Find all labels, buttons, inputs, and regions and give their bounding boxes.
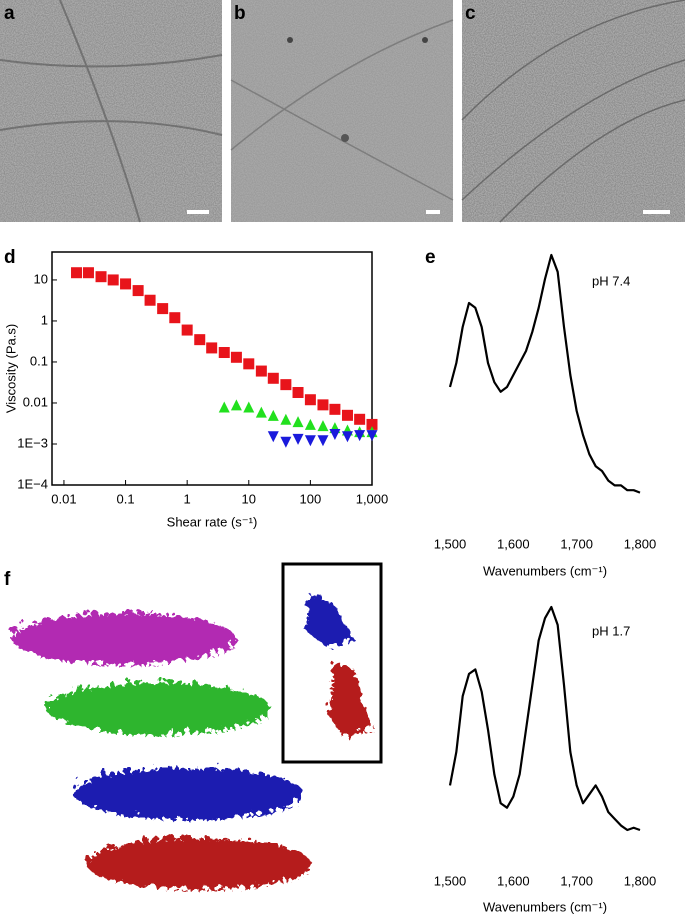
y-tick-label: 0.01 [23,394,48,409]
marker [267,372,279,384]
marker [304,418,316,430]
x-axis-label: Shear rate (s⁻¹) [167,514,258,529]
panel-label: b [234,3,246,24]
panel-label: e [425,247,436,268]
marker [218,347,230,359]
marker [194,334,206,346]
marker [230,399,242,411]
marker [206,342,218,354]
x-tick-label: 1,000 [356,491,389,506]
micrograph-b [230,0,454,222]
marker [169,312,181,324]
x-tick-label: 1,700 [560,873,593,888]
annotation: pH 1.7 [592,623,630,638]
marker [292,433,304,445]
marker [267,409,279,421]
x-tick-label: 1 [184,491,191,506]
marker [230,351,242,363]
marker [354,430,366,442]
x-tick-label: 1,600 [497,536,530,551]
y-tick-label: 1 [41,312,48,327]
marker [181,324,193,336]
marker [144,294,156,306]
panel-label: f [4,569,11,590]
spectrum-line [448,605,641,832]
marker [120,278,132,290]
micrograph-a [0,0,223,223]
x-tick-label: 0.1 [117,491,135,506]
marker [304,435,316,447]
marker [292,387,304,399]
marker [255,365,267,377]
x-tick-label: 1,600 [497,873,530,888]
marker [95,271,107,283]
y-tick-label: 0.1 [30,353,48,368]
y-tick-label: 1E−4 [17,476,48,491]
marker [317,435,329,447]
x-tick-label: 10 [242,491,256,506]
molecular-model [8,609,307,886]
x-tick-label: 1,500 [434,536,467,551]
x-axis-label: Wavenumbers (cm⁻¹) [483,899,607,914]
marker [157,303,169,315]
x-tick-label: 1,700 [560,536,593,551]
x-axis-label: Wavenumbers (cm⁻¹) [483,563,607,578]
marker [280,436,292,448]
x-tick-label: 100 [300,491,322,506]
marker [280,413,292,425]
marker [82,267,94,279]
x-tick-label: 1,800 [624,536,657,551]
marker [329,403,341,415]
y-axis-label: Viscosity (Pa.s) [3,324,18,413]
marker [243,401,255,413]
marker [280,379,292,391]
marker [132,285,144,297]
spectrum-line [448,253,641,494]
marker [255,406,267,418]
marker [304,394,316,406]
annotation: pH 7.4 [592,273,630,288]
marker [366,430,378,442]
panel-labels: a b c d e f [4,3,476,590]
marker [329,429,341,441]
inset-model [281,562,383,764]
x-tick-label: 0.01 [51,491,76,506]
marker [341,409,353,421]
marker [354,413,366,425]
marker [71,267,83,279]
marker [317,420,329,432]
y-tick-label: 1E−3 [17,435,48,450]
micrograph-c [461,0,685,223]
marker [107,274,119,286]
marker [366,418,378,430]
marker [341,431,353,443]
x-tick-label: 1,800 [624,873,657,888]
x-tick-label: 1,500 [434,873,467,888]
marker [267,431,279,443]
marker [218,401,230,413]
panel-label: c [465,3,476,24]
marker [243,358,255,370]
marker [292,416,304,428]
plot-frame [51,251,373,486]
panel-label: d [4,247,16,268]
panel-label: a [4,3,15,24]
marker [317,399,329,411]
y-tick-label: 10 [34,271,48,286]
